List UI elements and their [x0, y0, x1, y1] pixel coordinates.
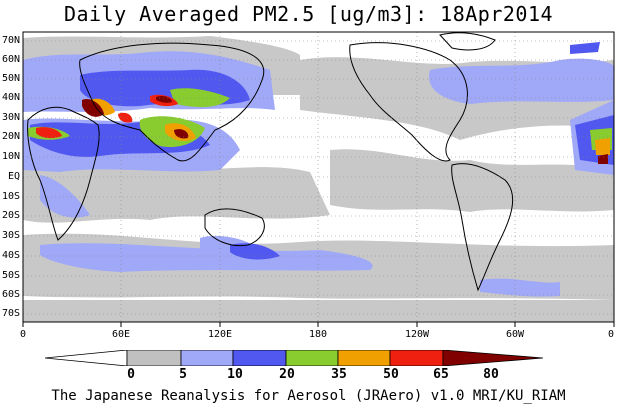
lat-label: 70S — [1, 308, 20, 319]
colorbar-label: 50 — [383, 367, 399, 382]
lon-label: 120E — [207, 329, 233, 340]
lat-label: 50N — [1, 73, 20, 84]
colorbar-segment-0 — [45, 350, 128, 366]
colorbar-label: 20 — [279, 367, 295, 382]
lat-label: 30N — [1, 112, 20, 123]
colorbar-label: 5 — [179, 367, 187, 382]
colorbar-label: 65 — [433, 367, 449, 382]
lat-label: 70N — [1, 35, 20, 46]
colorbar — [45, 350, 544, 366]
colorbar-label: 80 — [483, 367, 499, 382]
map-title: Daily Averaged PM2.5 [ug/m3]: 18Apr2014 — [63, 2, 554, 26]
lat-label: 20N — [1, 131, 20, 142]
colorbar-label: 35 — [331, 367, 347, 382]
grid — [23, 32, 614, 322]
lat-label: 40N — [1, 92, 20, 103]
lat-label: 60N — [1, 54, 20, 65]
lat-label: 30S — [1, 230, 20, 241]
colorbar-segment-4 — [285, 350, 339, 366]
lat-label: EQ — [7, 171, 20, 182]
credit-line: The Japanese Reanalysis for Aerosol (JRA… — [51, 388, 566, 404]
colorbar-segment-7 — [442, 350, 544, 366]
lat-label: 60S — [1, 289, 20, 300]
colorbar-segment-3 — [232, 350, 287, 366]
lon-label: 0 — [607, 329, 615, 340]
colorbar-segment-6 — [389, 350, 444, 366]
lat-label: 20S — [1, 210, 20, 221]
coastlines — [27, 32, 514, 292]
axis-ticks — [22, 322, 615, 327]
lat-label: 10N — [1, 151, 20, 162]
lon-label: 60W — [505, 329, 525, 340]
lon-label: 0 — [19, 329, 27, 340]
colorbar-segment-1 — [126, 350, 182, 366]
lat-label: 50S — [1, 270, 20, 281]
lon-label: 180 — [308, 329, 328, 340]
lon-label: 120W — [404, 329, 430, 340]
colorbar-label: 0 — [127, 367, 135, 382]
lat-label: 40S — [1, 250, 20, 261]
lon-label: 60E — [111, 329, 131, 340]
colorbar-label: 10 — [227, 367, 243, 382]
colorbar-segment-2 — [180, 350, 234, 366]
pm25-band-80-plus — [82, 95, 608, 164]
colorbar-segment-5 — [337, 350, 391, 366]
lat-label: 10S — [1, 191, 20, 202]
